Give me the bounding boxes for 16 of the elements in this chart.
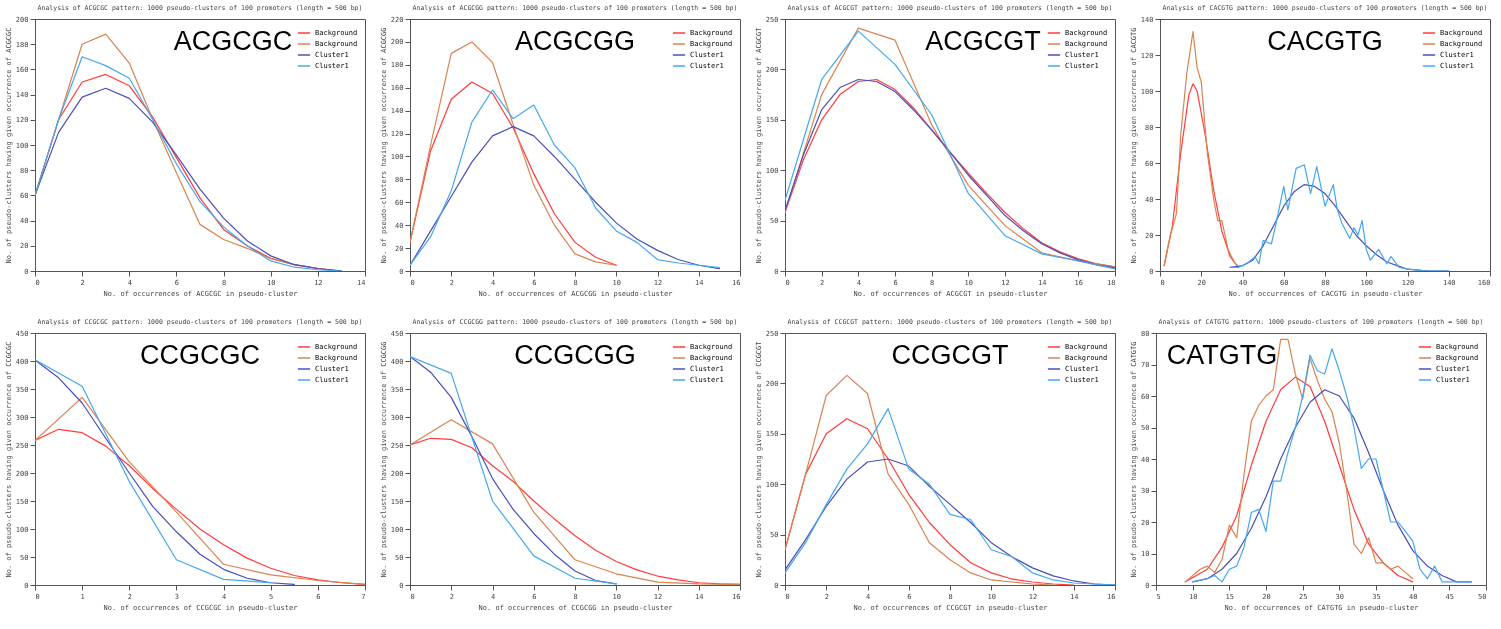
line-series [410, 126, 720, 270]
annotation: CATGTG [1166, 340, 1278, 370]
annotation: ACGCGG [514, 26, 636, 56]
line-series [785, 374, 1054, 585]
line-series [785, 408, 1115, 585]
annotation: ACGCGT [925, 26, 1041, 56]
line-series [410, 89, 720, 269]
annotation: CCGCGG [514, 340, 636, 370]
annotation: CCGCGC [140, 340, 260, 370]
line-series [410, 81, 617, 266]
line-series [1229, 164, 1450, 271]
annotation: ACGCGC [173, 26, 293, 56]
line-series [1163, 31, 1239, 268]
annotation: CACGTG [1267, 26, 1383, 56]
line-series [35, 396, 365, 585]
annotation: CCGCGT [891, 340, 1009, 370]
